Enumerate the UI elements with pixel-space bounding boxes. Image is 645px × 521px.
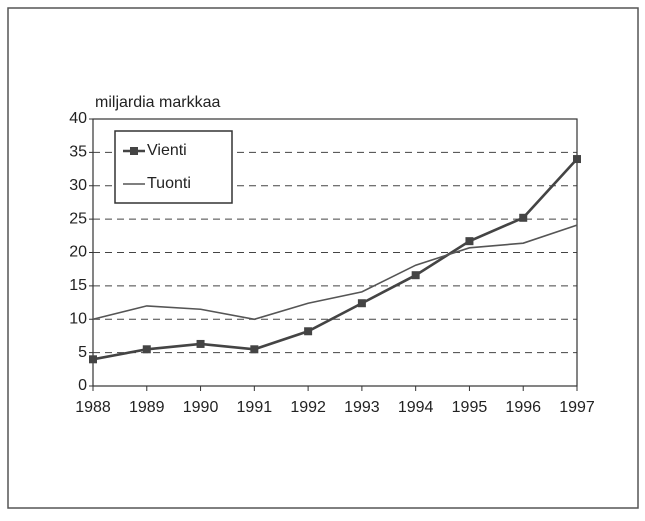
y-tick-label: 40: [69, 110, 87, 127]
x-tick-label: 1988: [75, 399, 111, 416]
marker: [250, 345, 259, 354]
marker: [519, 213, 528, 222]
x-tick-label: 1995: [452, 399, 488, 416]
marker: [196, 339, 205, 348]
legend-label: Vienti: [147, 142, 187, 159]
y-tick-label: 30: [69, 177, 87, 194]
legend-label: Tuonti: [147, 175, 191, 192]
marker: [304, 327, 313, 336]
y-tick-label: 25: [69, 210, 87, 227]
marker: [357, 299, 366, 308]
y-axis-label: miljardia markkaa: [95, 94, 220, 111]
marker: [411, 271, 420, 280]
marker: [465, 237, 474, 246]
y-tick-label: 0: [78, 377, 87, 394]
legend-marker: [130, 147, 138, 155]
marker: [142, 345, 151, 354]
line: [92, 224, 578, 321]
y-tick-label: 20: [69, 244, 87, 261]
marker: [573, 155, 581, 164]
frame: [7, 7, 639, 509]
y-tick-label: 15: [69, 277, 87, 294]
y-tick-label: 5: [78, 344, 87, 361]
x-tick-label: 1994: [398, 399, 434, 416]
x-tick-label: 1991: [237, 399, 273, 416]
plot-frame: [92, 118, 578, 387]
x-tick-label: 1993: [344, 399, 380, 416]
x-tick-label: 1997: [559, 399, 595, 416]
x-tick-label: 1990: [183, 399, 219, 416]
x-tick-label: 1989: [129, 399, 165, 416]
x-tick-label: 1996: [505, 399, 541, 416]
marker: [89, 355, 97, 364]
legend-box: [114, 130, 233, 204]
y-tick-label: 10: [69, 310, 87, 327]
x-tick-label: 1992: [290, 399, 326, 416]
line: [92, 158, 578, 361]
y-tick-label: 35: [69, 144, 87, 161]
